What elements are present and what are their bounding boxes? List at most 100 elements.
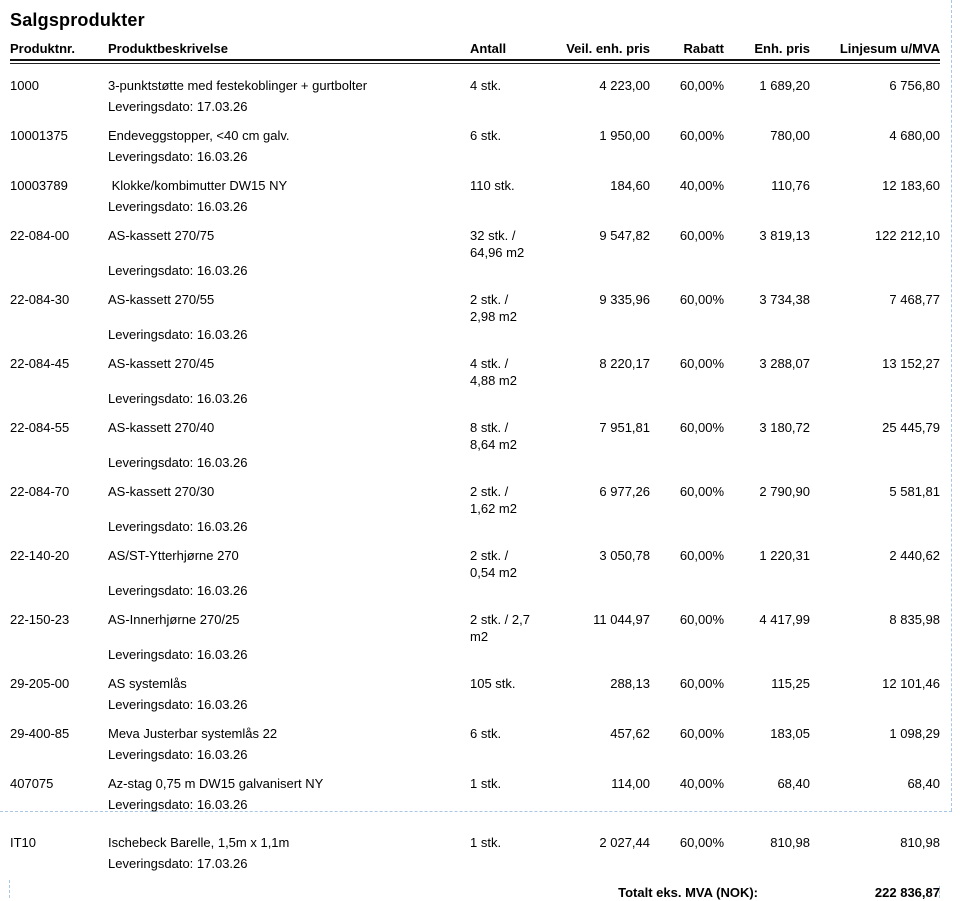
suggested-unit-price: 9 335,96	[599, 292, 650, 307]
product-number: 29-205-00	[10, 676, 70, 691]
product-description: AS-kassett 270/55	[108, 292, 215, 307]
suggested-unit-price: 2 027,44	[599, 835, 650, 850]
quantity: 2 stk. / 1,62 m2	[470, 484, 517, 516]
discount: 60,00%	[679, 548, 724, 563]
delivery-date: Leveringsdato: 16.03.26	[108, 391, 248, 406]
product-number: 22-084-00	[10, 228, 70, 243]
line-total: 6 756,80	[889, 78, 940, 93]
page-break-dashed-line	[0, 811, 952, 812]
suggested-unit-price: 184,60	[610, 178, 650, 193]
suggested-unit-price: 7 951,81	[599, 420, 650, 435]
suggested-unit-price: 114,00	[611, 776, 650, 791]
quantity: 2 stk. / 2,98 m2	[470, 292, 517, 324]
column-header-linjesum: Linjesum u/MVA	[839, 41, 940, 56]
suggested-unit-price: 457,62	[610, 726, 650, 741]
product-description-block: Klokke/kombimutter DW15 NY Leveringsdato…	[108, 177, 470, 215]
discount: 60,00%	[679, 420, 724, 435]
product-description: 3-punktstøtte med festekoblinger + gurtb…	[108, 78, 368, 93]
product-number: 10001375	[10, 128, 68, 143]
discount: 60,00%	[679, 835, 724, 850]
product-description-block: AS/ST-Ytterhjørne 270 Leveringsdato: 16.…	[108, 547, 470, 599]
delivery-date: Leveringsdato: 16.03.26	[108, 149, 248, 164]
discount: 60,00%	[679, 128, 724, 143]
product-description: AS-Innerhjørne 270/25	[108, 612, 240, 627]
page-title: Salgsprodukter	[10, 10, 145, 30]
suggested-unit-price: 6 977,26	[599, 484, 650, 499]
quantity: 2 stk. / 0,54 m2	[470, 548, 517, 580]
unit-price: 68,40	[777, 776, 810, 791]
suggested-unit-price: 1 950,00	[599, 128, 650, 143]
product-number: 22-150-23	[10, 612, 70, 627]
product-description: AS-kassett 270/75	[108, 228, 215, 243]
product-description-block: Ischebeck Barelle, 1,5m x 1,1m Leverings…	[108, 834, 470, 872]
next-page-edge-right-dashed-line	[939, 886, 940, 898]
discount: 60,00%	[679, 292, 724, 307]
table-row: 22-084-70 AS-kassett 270/30 Leveringsdat…	[10, 483, 940, 535]
unit-price: 2 790,90	[759, 484, 810, 499]
delivery-date: Leveringsdato: 16.03.26	[108, 199, 248, 214]
unit-price: 810,98	[770, 835, 810, 850]
column-header-produktnr: Produktnr.	[10, 41, 76, 56]
discount: 60,00%	[679, 612, 724, 627]
product-number: IT10	[10, 835, 37, 850]
product-description-block: Az-stag 0,75 m DW15 galvanisert NY Lever…	[108, 775, 470, 813]
table-row: 22-084-00 AS-kassett 270/75 Leveringsdat…	[10, 227, 940, 279]
quantity: 2 stk. / 2,7 m2	[470, 612, 530, 644]
line-total: 4 680,00	[889, 128, 940, 143]
table-row: 22-150-23 AS-Innerhjørne 270/25 Levering…	[10, 611, 940, 663]
delivery-date: Leveringsdato: 17.03.26	[108, 99, 248, 114]
discount: 60,00%	[679, 484, 724, 499]
product-description: AS-kassett 270/30	[108, 484, 215, 499]
product-description-block: Endeveggstopper, <40 cm galv. Leveringsd…	[108, 127, 470, 165]
table-row: 29-400-85 Meva Justerbar systemlås 22 Le…	[10, 725, 940, 763]
product-number: 22-084-30	[10, 292, 70, 307]
quantity: 6 stk.	[470, 128, 502, 143]
delivery-date: Leveringsdato: 16.03.26	[108, 519, 248, 534]
discount: 40,00%	[679, 776, 724, 791]
product-number: 22-140-20	[10, 548, 70, 563]
table-row: 10003789 Klokke/kombimutter DW15 NY Leve…	[10, 177, 940, 215]
table-header-row: Produktnr. Produktbeskrivelse Antall Vei…	[10, 40, 940, 57]
quantity: 1 stk.	[470, 776, 502, 791]
line-total: 12 183,60	[882, 178, 940, 193]
table-body: 1000 3-punktstøtte med festekoblinger + …	[10, 77, 940, 872]
unit-price: 780,00	[770, 128, 810, 143]
table-row: 1000 3-punktstøtte med festekoblinger + …	[10, 77, 940, 115]
table-row: IT10 Ischebeck Barelle, 1,5m x 1,1m Leve…	[10, 834, 940, 872]
suggested-unit-price: 11 044,97	[593, 612, 650, 627]
unit-price: 1 689,20	[759, 78, 810, 93]
quantity: 105 stk.	[470, 676, 516, 691]
product-description: AS/ST-Ytterhjørne 270	[108, 548, 239, 563]
line-total: 13 152,27	[882, 356, 940, 371]
discount: 40,00%	[679, 178, 724, 193]
sales-products-document: Salgsprodukter Produktnr. Produktbeskriv…	[10, 8, 940, 901]
product-description-block: 3-punktstøtte med festekoblinger + gurtb…	[108, 77, 470, 115]
table-row: 22-140-20 AS/ST-Ytterhjørne 270 Levering…	[10, 547, 940, 599]
line-total: 68,40	[907, 776, 940, 791]
product-description-block: AS systemlås Leveringsdato: 16.03.26	[108, 675, 470, 713]
table-row: 10001375 Endeveggstopper, <40 cm galv. L…	[10, 127, 940, 165]
product-description-block: AS-kassett 270/75 Leveringsdato: 16.03.2…	[108, 227, 470, 279]
suggested-unit-price: 8 220,17	[599, 356, 650, 371]
column-header-veil-enh-pris: Veil. enh. pris	[566, 41, 650, 56]
line-total: 12 101,46	[882, 676, 940, 691]
discount: 60,00%	[679, 228, 724, 243]
quantity: 4 stk. / 4,88 m2	[470, 356, 517, 388]
delivery-date: Leveringsdato: 16.03.26	[108, 263, 248, 278]
product-description: AS systemlås	[108, 676, 187, 691]
product-number: 10003789	[10, 178, 68, 193]
product-description: Endeveggstopper, <40 cm galv.	[108, 128, 290, 143]
line-total: 122 212,10	[874, 228, 940, 243]
column-header-produktbeskrivelse: Produktbeskrivelse	[108, 41, 228, 56]
product-number: 1000	[10, 78, 39, 93]
product-number: 407075	[10, 776, 54, 791]
product-description-block: AS-Innerhjørne 270/25 Leveringsdato: 16.…	[108, 611, 470, 663]
product-description: AS-kassett 270/45	[108, 356, 215, 371]
total-value: 222 836,87	[874, 885, 940, 900]
line-total: 1 098,29	[889, 726, 940, 741]
unit-price: 3 734,38	[759, 292, 810, 307]
quantity: 110 stk.	[470, 178, 515, 193]
header-divider	[10, 59, 940, 64]
next-page-edge-left-dashed-line	[9, 880, 10, 898]
product-description: Az-stag 0,75 m DW15 galvanisert NY	[108, 776, 324, 791]
